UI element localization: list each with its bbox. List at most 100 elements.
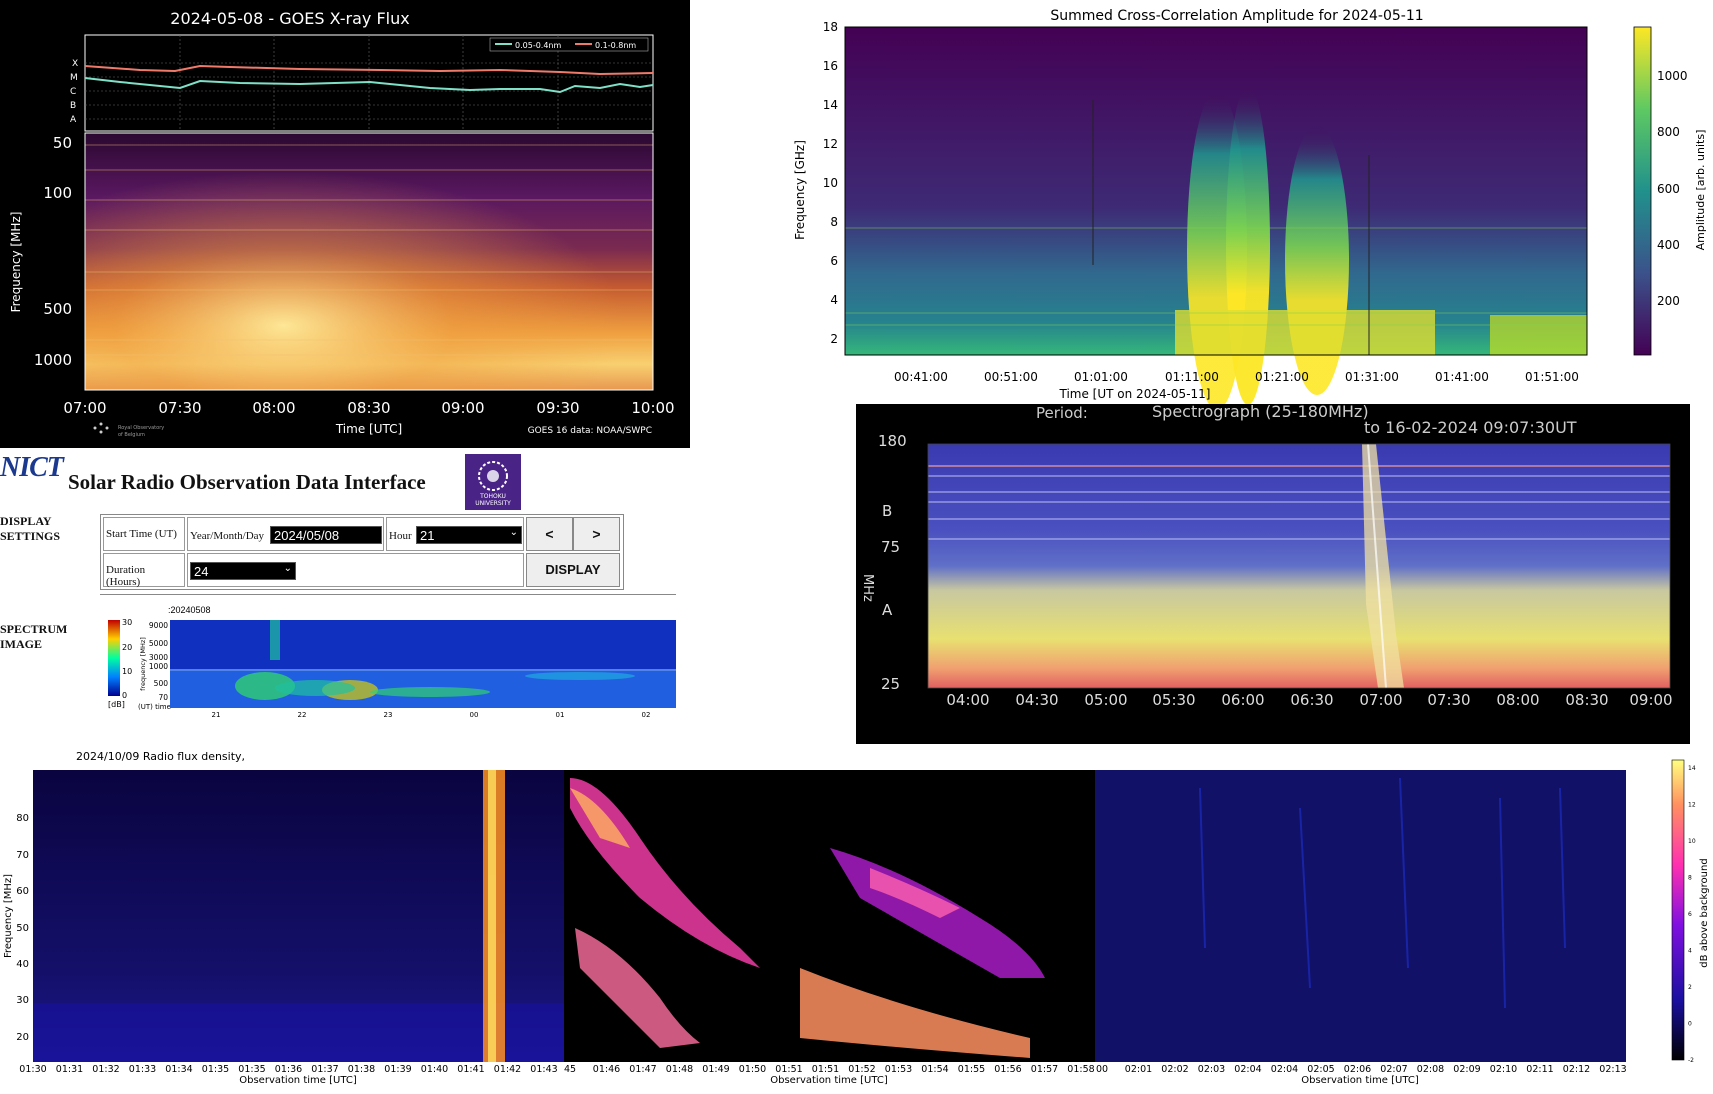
bottom-xtick: 02:04 <box>1271 1064 1298 1075</box>
bottom-xticks-1: 01:30 01:31 01:32 01:33 01:34 01:35 01:35 01:36… <box>19 1064 557 1075</box>
bottom-cbar-tick: 12 <box>1688 802 1696 809</box>
bottom-ytick: 40 <box>16 959 29 970</box>
cross-ytick: 6 <box>830 254 838 268</box>
bottom-ylabel: Frequency [MHz] <box>3 874 14 958</box>
bottom-xtick: 02:01 <box>1125 1064 1152 1075</box>
spectro-bands: B A <box>882 502 893 619</box>
display-button[interactable]: DISPLAY <box>526 553 620 587</box>
chevron-down-icon: ⌄ <box>283 563 292 574</box>
nict-cbar-ticks: 30 20 10 0 [dB] <box>108 618 132 709</box>
duration-select[interactable]: 24 ⌄ <box>190 562 296 580</box>
bottom-xtick: 01:37 <box>311 1064 338 1075</box>
bottom-cbar-label: dB above background <box>1699 858 1710 967</box>
spectro-xtick: 05:00 <box>1084 691 1127 709</box>
settings-form: Start Time (UT) Year/Month/Day Hour 21 ⌄… <box>100 514 624 590</box>
bottom-xtick: 01:46 <box>593 1064 620 1075</box>
duration-cell: 24 ⌄ <box>187 553 524 587</box>
spectro-xtick: 06:00 <box>1221 691 1264 709</box>
legend-short: 0.05-0.4nm <box>515 41 561 50</box>
prev-button[interactable]: < <box>526 517 573 551</box>
nict-freq-tick: 3000 <box>149 653 168 662</box>
bottom-cbar-tick: -2 <box>1688 1057 1694 1064</box>
nict-logo: NICT <box>0 452 64 483</box>
nict-freq-ticks: 9000 5000 3000 1000 500 70 <box>149 621 168 702</box>
cross-cbar-ticks: 200 400 600 800 1000 <box>1657 69 1688 308</box>
nict-time-tick: 02 <box>642 711 651 719</box>
nict-freq-tick: 9000 <box>149 621 168 630</box>
bottom-ytick: 80 <box>16 813 29 824</box>
goes-ytick-100: 100 <box>43 184 72 202</box>
bottom-xtick: 01:57 <box>1031 1064 1058 1075</box>
spectro-xtick: 04:00 <box>946 691 989 709</box>
nict-freq-tick: 1000 <box>149 662 168 671</box>
goes-title: 2024-05-08 - GOES X-ray Flux <box>170 9 409 28</box>
bottom-panel: 2024/10/09 Radio flux density, 20 30 40 … <box>0 748 1713 1090</box>
goes-xtick: 07:00 <box>63 399 106 417</box>
bottom-xtick: 02:10 <box>1490 1064 1517 1075</box>
bottom-xtick: 01:58 <box>1067 1064 1094 1075</box>
hour-select[interactable]: 21 ⌄ <box>416 526 522 544</box>
bottom-xtick: 02:07 <box>1380 1064 1407 1075</box>
goes-xtick: 09:00 <box>441 399 484 417</box>
nict-time-tick: 21 <box>212 711 221 719</box>
bottom-xtick: 01:43 <box>530 1064 557 1075</box>
spectrum-image: 30 20 10 0 [dB] 9000 5000 3000 1000 500 … <box>108 618 676 719</box>
bottom-xtick: 01:30 <box>19 1064 46 1075</box>
spectro-xtick: 07:30 <box>1427 691 1470 709</box>
nict-colorbar <box>108 620 120 696</box>
flux-m: M <box>70 73 78 83</box>
goes-ytick-1000: 1000 <box>34 351 72 369</box>
bottom-xticks-2: 45 01:46 01:47 01:48 01:49 01:50 01:51 01:51 01:… <box>564 1064 1095 1075</box>
nict-freq-tick: 70 <box>158 693 168 702</box>
spectro-yticks: 180 75 25 <box>878 432 907 693</box>
goes-chart: 2024-05-08 - GOES X-ray Flux X M C B A 0… <box>9 9 675 438</box>
start-time-label: Start Time (UT) <box>103 517 185 551</box>
spectro-heatmap <box>928 444 1670 688</box>
bottom-xtick: 02:06 <box>1344 1064 1371 1075</box>
nict-cbar-tick: 10 <box>122 667 132 676</box>
nict-cbar-unit: [dB] <box>108 700 125 709</box>
cross-xtick: 01:01:00 <box>1074 370 1128 384</box>
bottom-xtick: 01:52 <box>848 1064 875 1075</box>
bottom-cbar-tick: 10 <box>1688 838 1696 845</box>
nict-cbar-tick: 20 <box>122 643 132 652</box>
nict-time-ticks: 21 22 23 00 01 02 <box>212 711 651 719</box>
tohoku-emblem-icon <box>478 461 508 491</box>
bottom-xtick: 01:40 <box>421 1064 448 1075</box>
spectro-ytick: 25 <box>881 675 900 693</box>
bottom-cbar-tick: 4 <box>1688 948 1692 955</box>
rob-logo: Royal Observatory of Belgium <box>93 422 164 438</box>
bottom-xtick: 01:51 <box>775 1064 802 1075</box>
bottom-xlabel: Observation time [UTC] <box>239 1075 357 1086</box>
chevron-down-icon: ⌄ <box>509 527 518 538</box>
bottom-xtick: 01:36 <box>275 1064 302 1075</box>
spectro-xticks: 04:00 04:30 05:00 05:30 06:00 06:30 07:0… <box>946 691 1672 709</box>
cross-cbar-tick: 1000 <box>1657 69 1688 83</box>
nict-freq-label: frequency [MHz] <box>139 637 147 691</box>
bottom-xtick: 02:05 <box>1307 1064 1334 1075</box>
cross-xtick: 00:51:00 <box>984 370 1038 384</box>
goes-xtick: 07:30 <box>158 399 201 417</box>
bottom-cbar-tick: 14 <box>1688 765 1696 772</box>
bottom-xlabel: Observation time [UTC] <box>770 1075 888 1086</box>
bottom-xtick: 01:34 <box>165 1064 192 1075</box>
bottom-yticks: 20 30 40 50 60 70 80 <box>16 813 29 1043</box>
cross-ytick: 2 <box>830 332 838 346</box>
goes-xlabel: Time [UTC] <box>335 422 402 436</box>
date-input[interactable] <box>270 526 382 544</box>
bottom-xtick: 01:38 <box>348 1064 375 1075</box>
nict-panel: NICT Solar Radio Observation Data Interf… <box>0 448 690 738</box>
cross-ytick: 16 <box>823 59 838 73</box>
nict-cbar-tick: 30 <box>122 618 132 627</box>
next-button[interactable]: > <box>573 517 620 551</box>
display-settings-label: DISPLAY SETTINGS <box>0 514 61 543</box>
nict-time-tick: 00 <box>470 711 479 719</box>
bottom-xtick: 01:54 <box>921 1064 948 1075</box>
nict-title: Solar Radio Observation Data Interface <box>68 470 426 494</box>
hour-value: 21 <box>420 528 435 543</box>
bottom-xtick: 01:31 <box>56 1064 83 1075</box>
spectro-xtick: 09:00 <box>1629 691 1672 709</box>
spectro-xtick: 04:30 <box>1015 691 1058 709</box>
cross-xtick: 01:41:00 <box>1435 370 1489 384</box>
cross-chart: Summed Cross-Correlation Amplitude for 2… <box>793 8 1707 410</box>
